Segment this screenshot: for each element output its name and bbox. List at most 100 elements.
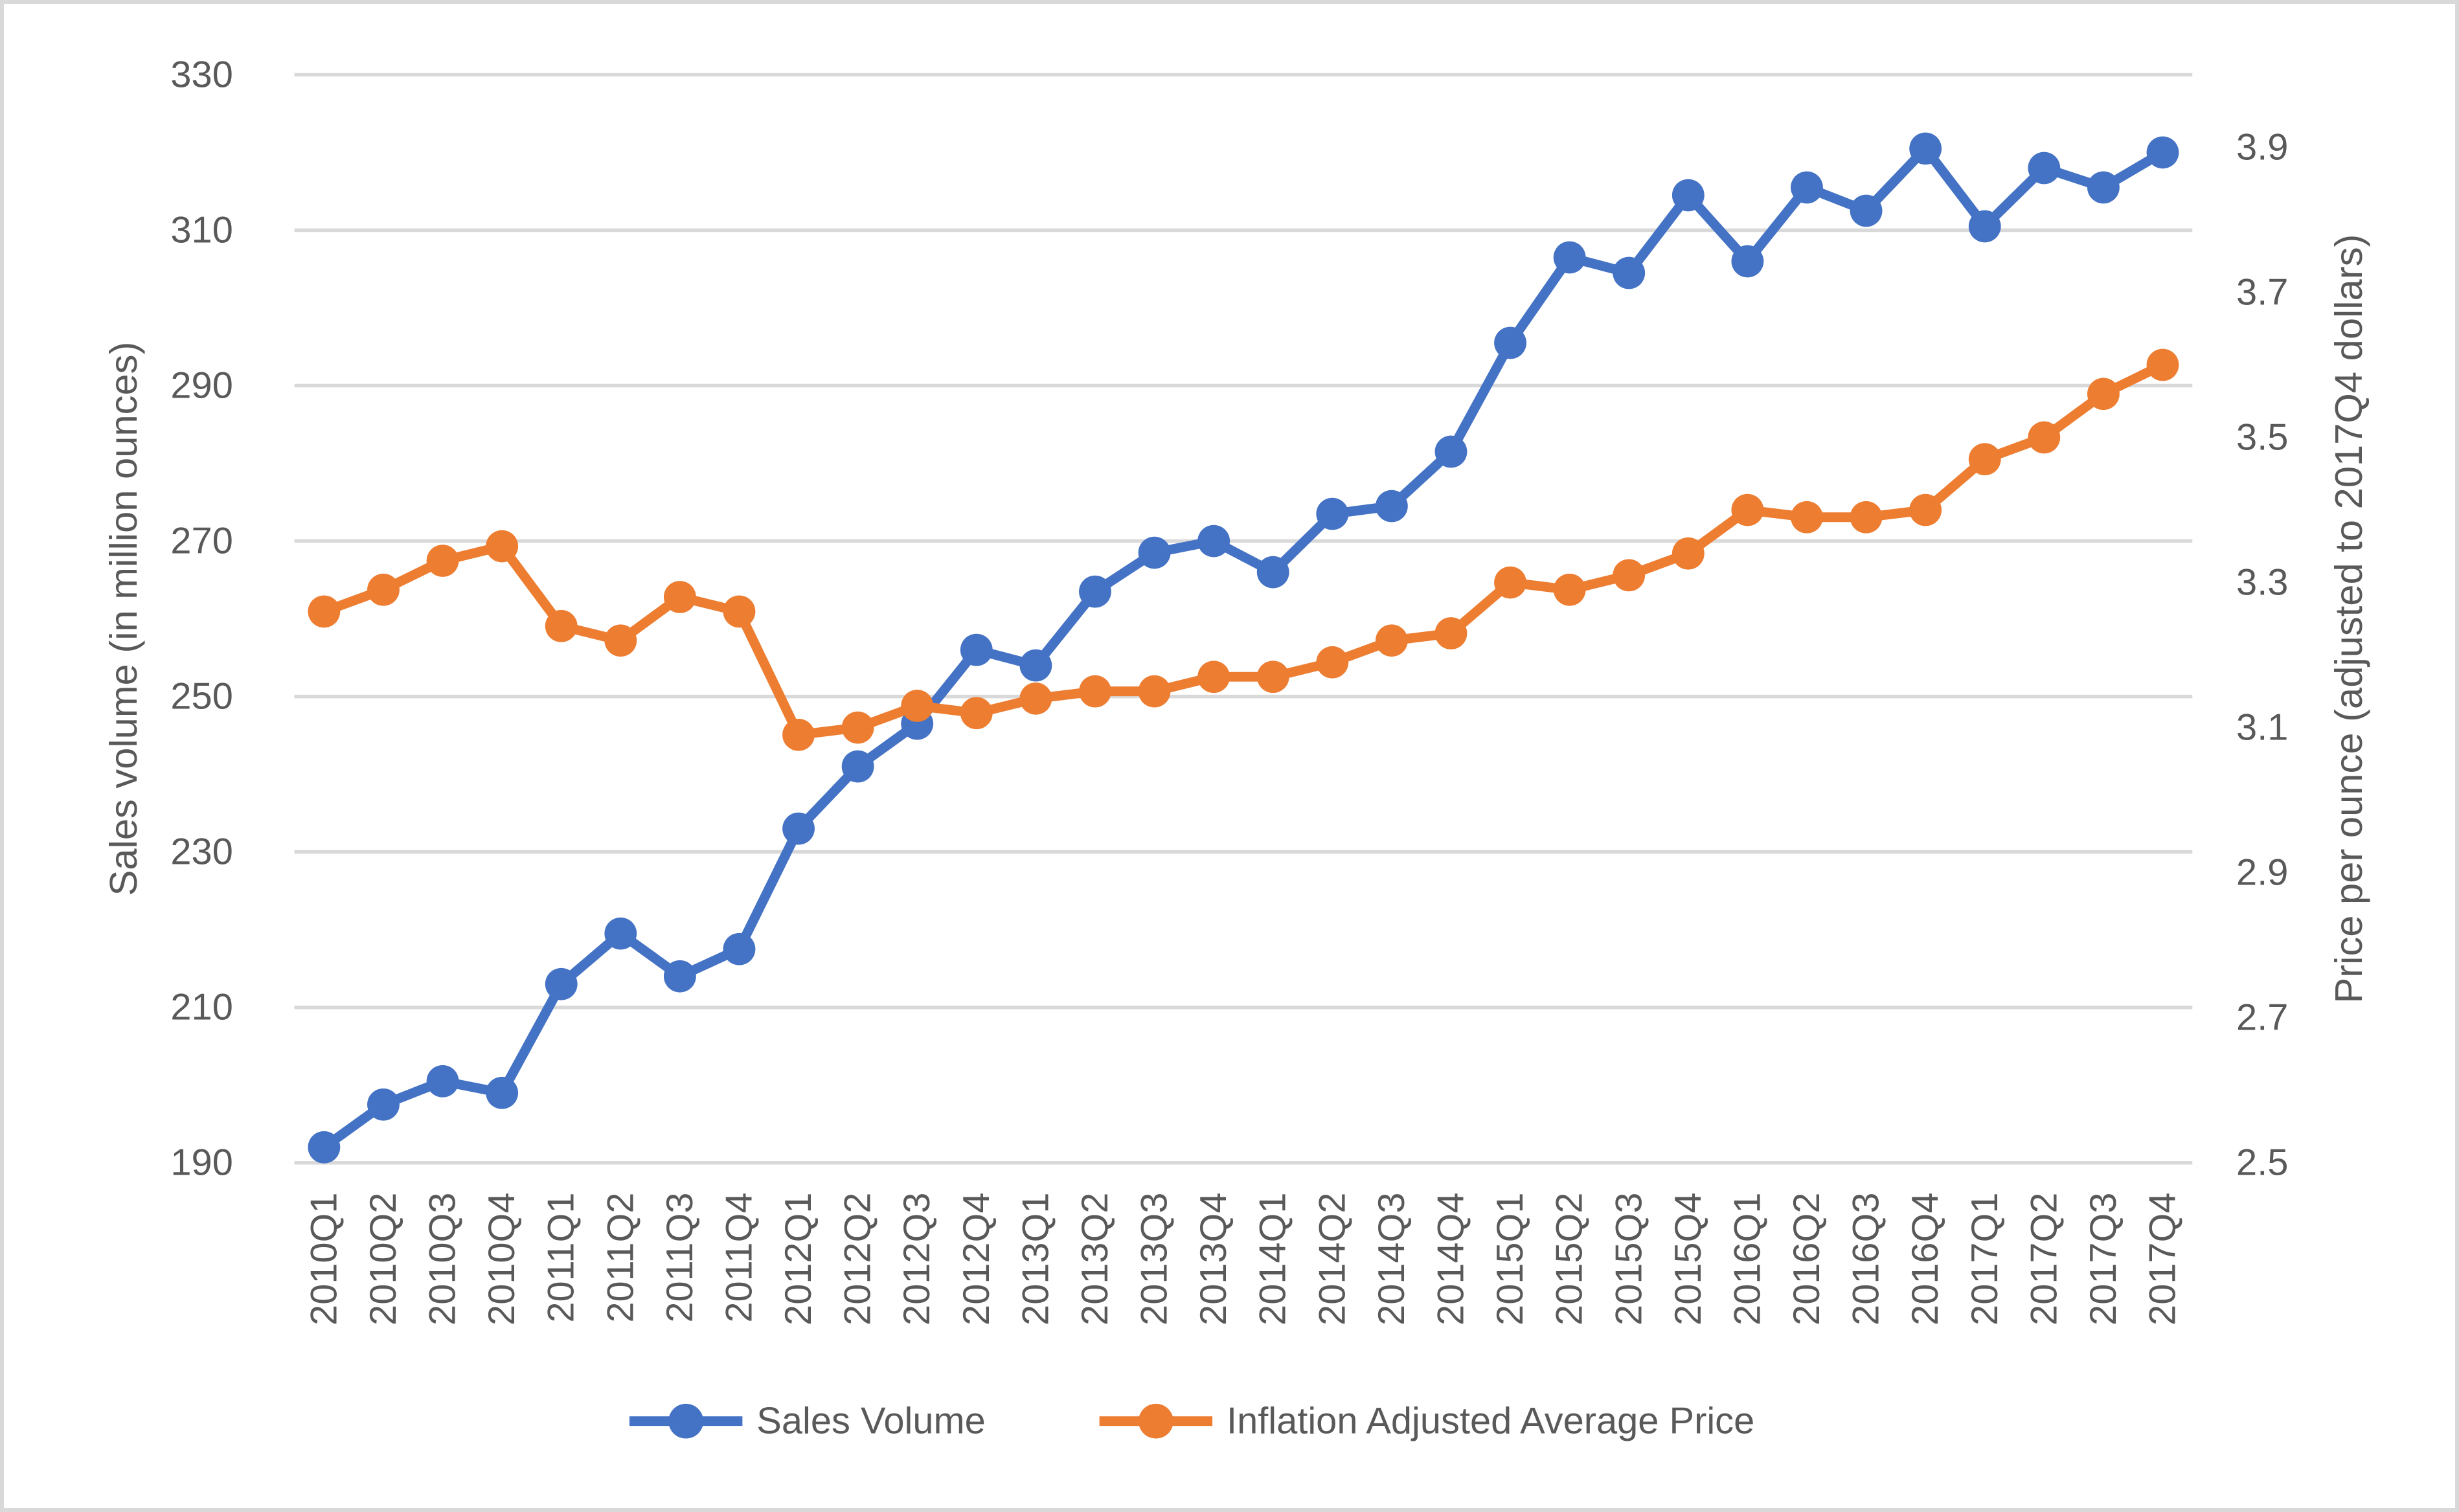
right-axis-tick-label: 3.5 — [2236, 417, 2288, 458]
x-axis-tick-label: 2014Q3 — [1371, 1193, 1412, 1326]
data-point-sales-volume — [782, 812, 815, 845]
left-axis-title: Sales volume (in million ounces) — [102, 342, 145, 896]
left-axis-tick-label: 270 — [170, 521, 232, 562]
x-axis-tick-label: 2011Q3 — [659, 1193, 701, 1323]
data-point-sales-volume — [486, 1076, 519, 1109]
data-point-inflation-adjusted-average-price — [1494, 566, 1526, 599]
data-point-sales-volume — [1019, 649, 1052, 682]
data-point-sales-volume — [1791, 171, 1823, 204]
data-point-inflation-adjusted-average-price — [1968, 443, 2001, 476]
data-point-sales-volume — [1494, 326, 1526, 359]
x-axis-tick-label: 2010Q3 — [422, 1193, 464, 1326]
legend: Sales Volume Inflation Adjusted Average P… — [629, 1401, 1754, 1442]
x-axis-tick-label: 2016Q2 — [1786, 1193, 1828, 1326]
left-axis-tick-label: 330 — [170, 54, 232, 95]
right-axis-tick-label: 3.7 — [2236, 272, 2288, 313]
x-axis-tick-label: 2015Q1 — [1490, 1193, 1531, 1326]
data-point-inflation-adjusted-average-price — [1791, 501, 1823, 534]
legend-item-sales-volume: Sales Volume — [629, 1401, 986, 1442]
data-point-sales-volume — [841, 750, 874, 783]
data-point-sales-volume — [2028, 152, 2061, 185]
right-axis-tick-label: 2.7 — [2236, 997, 2288, 1039]
data-point-sales-volume — [663, 960, 696, 993]
data-point-inflation-adjusted-average-price — [2028, 421, 2061, 454]
x-axis-tick-label: 2010Q2 — [363, 1193, 404, 1326]
x-axis-tick-label: 2013Q4 — [1193, 1193, 1234, 1326]
right-axis-tick-label: 3.9 — [2236, 126, 2288, 168]
x-axis-tick-label: 2017Q1 — [1964, 1193, 2006, 1326]
data-point-sales-volume — [1850, 194, 1883, 227]
data-point-inflation-adjusted-average-price — [1197, 660, 1230, 694]
data-point-sales-volume — [1434, 435, 1467, 468]
data-point-sales-volume — [1316, 497, 1349, 530]
data-point-sales-volume — [2146, 136, 2179, 169]
series-sales-volume — [308, 132, 2179, 1164]
dual-axis-line-chart: 190 210 230 250 270 290 310 330 2.5 2.7 2.9 3.1 3.3 3… — [102, 54, 2370, 1442]
data-point-inflation-adjusted-average-price — [1850, 501, 1883, 534]
data-point-inflation-adjusted-average-price — [426, 545, 459, 577]
series-inflation-adjusted-average-price — [308, 348, 2179, 751]
data-point-inflation-adjusted-average-price — [1256, 660, 1289, 694]
data-point-sales-volume — [1909, 132, 1942, 165]
data-point-sales-volume — [1671, 179, 1705, 212]
x-axis-tick-labels: 2010Q1 2010Q2 2010Q3 2010Q4 2011Q1 2011Q2 2011… — [303, 1193, 2183, 1326]
x-axis-tick-label: 2013Q1 — [1015, 1193, 1056, 1326]
left-axis-tick-label: 250 — [170, 676, 232, 717]
right-axis-tick-label: 3.1 — [2236, 707, 2288, 749]
left-axis-tick-label: 230 — [170, 831, 232, 873]
x-axis-tick-label: 2017Q2 — [2023, 1193, 2065, 1326]
x-axis-tick-label: 2011Q4 — [718, 1193, 760, 1323]
data-point-inflation-adjusted-average-price — [486, 530, 519, 563]
data-point-sales-volume — [1553, 241, 1586, 274]
series-line-inflation-adjusted-average-price — [319, 360, 2168, 740]
data-point-inflation-adjusted-average-price — [960, 697, 993, 730]
x-axis-tick-label: 2015Q4 — [1668, 1193, 1709, 1326]
data-point-sales-volume — [367, 1088, 400, 1121]
data-point-inflation-adjusted-average-price — [1553, 573, 1586, 606]
x-axis-tick-label: 2012Q2 — [837, 1193, 879, 1326]
x-axis-tick-label: 2012Q3 — [896, 1193, 938, 1326]
data-point-sales-volume — [1197, 525, 1230, 558]
x-axis-tick-label: 2014Q1 — [1252, 1193, 1294, 1326]
left-axis-tick-label: 310 — [170, 210, 232, 251]
data-point-inflation-adjusted-average-price — [1434, 617, 1467, 649]
left-axis-tick-label: 190 — [170, 1142, 232, 1184]
x-axis-tick-label: 2015Q3 — [1608, 1193, 1649, 1326]
x-axis-tick-label: 2016Q3 — [1846, 1193, 1887, 1326]
right-axis-tick-label: 3.3 — [2236, 562, 2288, 604]
data-point-inflation-adjusted-average-price — [367, 573, 400, 606]
x-axis-tick-label: 2010Q1 — [303, 1193, 345, 1326]
data-point-sales-volume — [1375, 490, 1408, 523]
right-axis-tick-label: 2.9 — [2236, 852, 2288, 894]
data-point-sales-volume — [1256, 556, 1289, 589]
data-point-sales-volume — [545, 967, 578, 1000]
left-axis-tick-label: 210 — [170, 987, 232, 1028]
x-axis-tick-label: 2013Q3 — [1134, 1193, 1175, 1326]
data-point-inflation-adjusted-average-price — [663, 581, 696, 613]
left-axis-tick-labels: 190 210 230 250 270 290 310 330 — [170, 54, 232, 1183]
gridlines — [294, 73, 2193, 1165]
x-axis-tick-label: 2017Q4 — [2142, 1193, 2183, 1326]
data-point-sales-volume — [1079, 575, 1111, 608]
x-axis-tick-label: 2011Q2 — [600, 1193, 641, 1323]
legend-label-sales-volume: Sales Volume — [756, 1401, 985, 1442]
data-point-sales-volume — [1731, 245, 1764, 278]
data-point-sales-volume — [723, 932, 756, 965]
data-point-sales-volume — [1138, 536, 1171, 569]
data-point-sales-volume — [604, 917, 637, 950]
data-point-inflation-adjusted-average-price — [1316, 646, 1349, 679]
x-axis-tick-label: 2015Q2 — [1549, 1193, 1591, 1326]
data-point-inflation-adjusted-average-price — [1613, 559, 1646, 592]
data-point-inflation-adjusted-average-price — [1079, 675, 1111, 708]
x-axis-tick-label: 2013Q2 — [1074, 1193, 1116, 1326]
x-axis-tick-label: 2010Q4 — [481, 1193, 523, 1326]
data-point-inflation-adjusted-average-price — [1138, 675, 1171, 708]
legend-marker-circle-inflation-adjusted-average-price — [1138, 1403, 1173, 1439]
data-point-inflation-adjusted-average-price — [782, 718, 815, 751]
x-axis-tick-label: 2014Q2 — [1311, 1193, 1353, 1326]
data-point-sales-volume — [2087, 171, 2120, 204]
right-axis-title: Price per ounce (adjusted to 2017Q4 doll… — [2327, 234, 2370, 1004]
data-point-sales-volume — [960, 633, 993, 666]
x-axis-tick-label: 2017Q3 — [2083, 1193, 2124, 1326]
